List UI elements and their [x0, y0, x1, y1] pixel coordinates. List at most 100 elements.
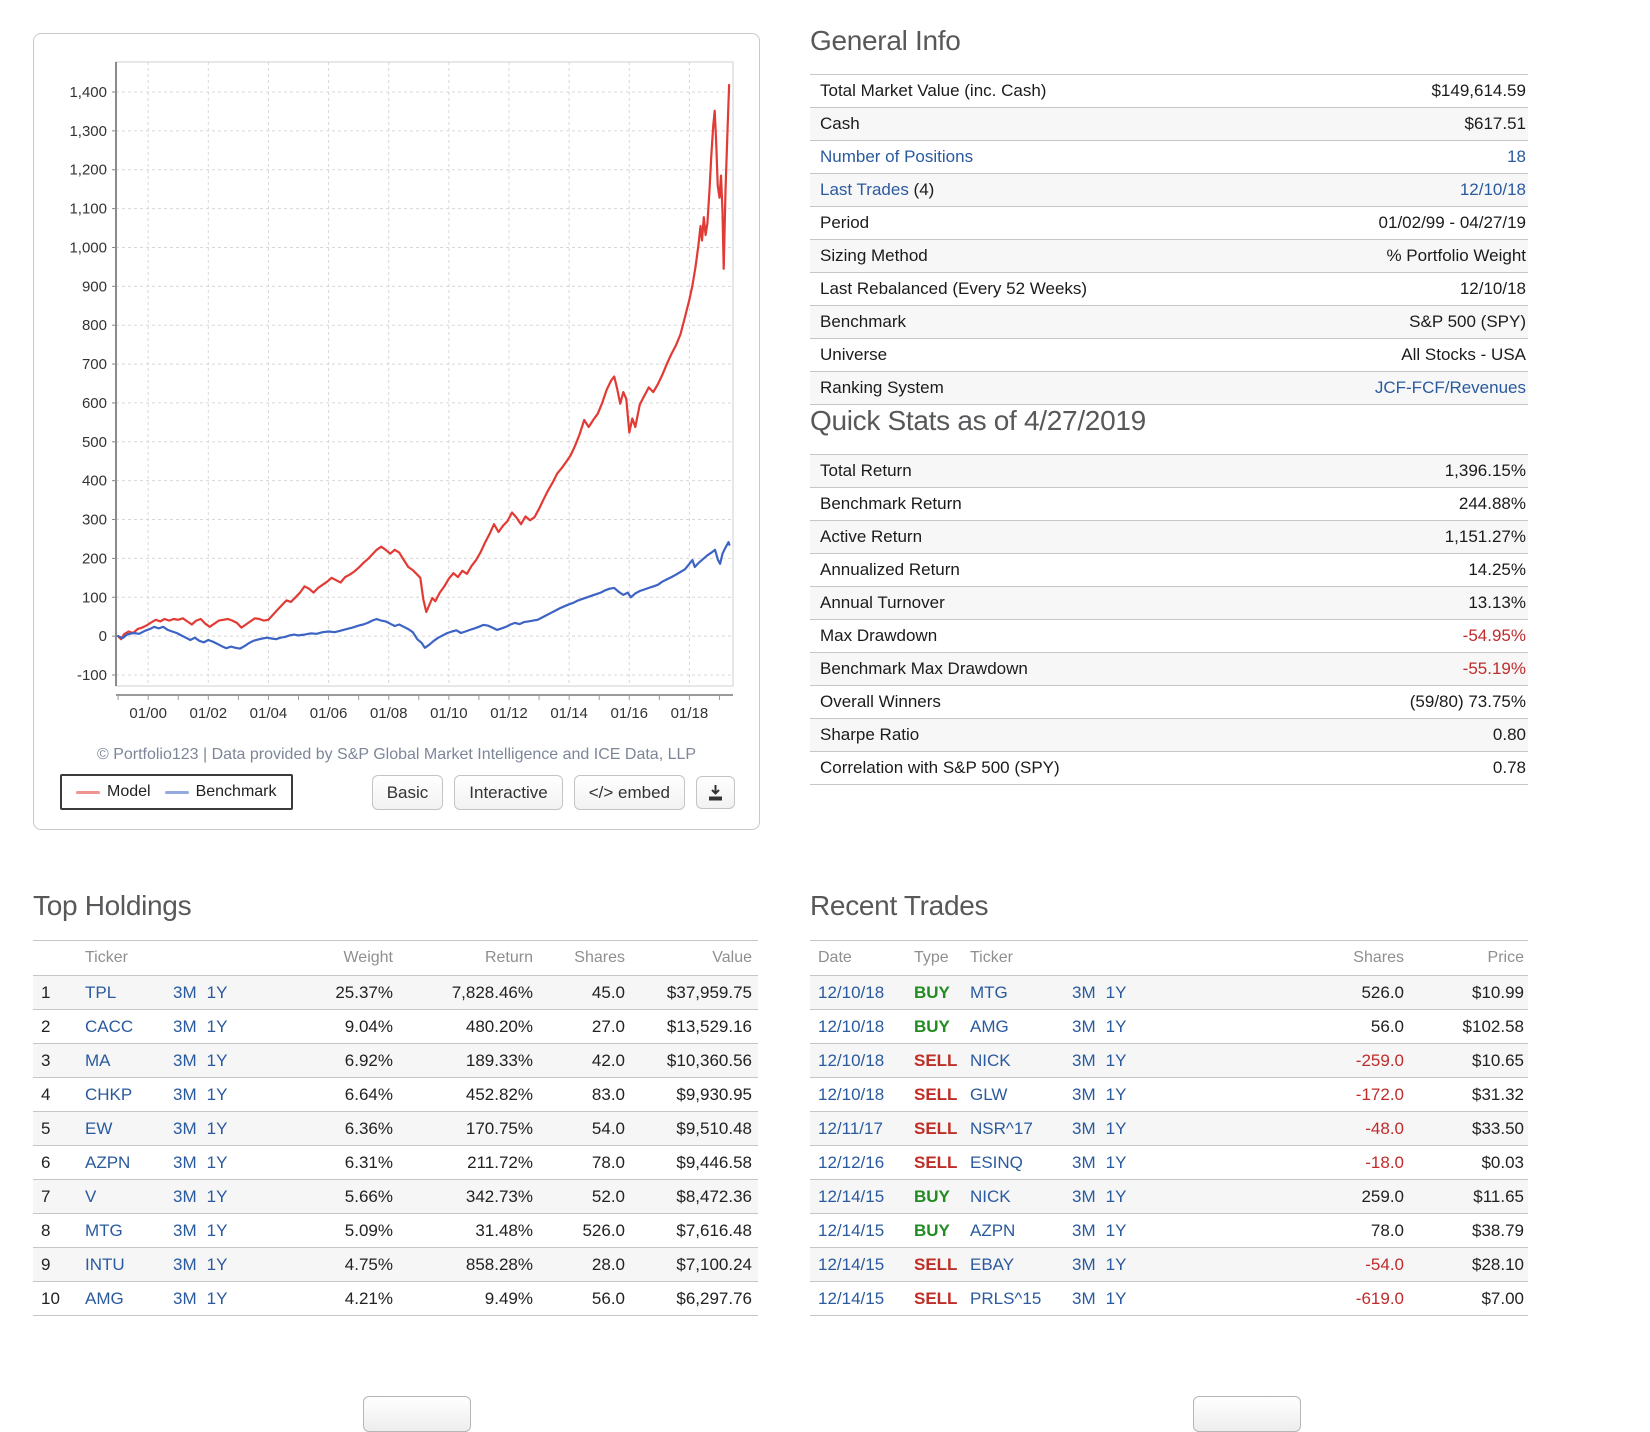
svg-text:01/14: 01/14 — [550, 705, 588, 722]
ticker-link[interactable]: AZPN — [85, 1153, 131, 1172]
ticker-link[interactable]: MA — [85, 1051, 111, 1070]
range-3m-link[interactable]: 3M — [173, 1187, 197, 1206]
trade-date-link[interactable]: 12/10/18 — [818, 1085, 885, 1104]
range-1y-link[interactable]: 1Y — [1105, 1153, 1127, 1172]
range-1y-link[interactable]: 1Y — [1105, 1187, 1127, 1206]
trade-ticker-cell: GLW — [970, 1078, 1072, 1111]
trade-date-link[interactable]: 12/12/16 — [818, 1153, 885, 1172]
holding-weight: 9.04% — [344, 1017, 393, 1036]
holdings-see-all-button[interactable] — [363, 1396, 471, 1432]
ticker-link[interactable]: PRLS^15 — [970, 1289, 1042, 1308]
range-links: 3M 1Y — [173, 1248, 301, 1281]
ticker-link[interactable]: NICK — [970, 1051, 1011, 1070]
range-3m-link[interactable]: 3M — [173, 1119, 197, 1138]
ticker-link[interactable]: EW — [85, 1119, 113, 1138]
range-3m-link[interactable]: 3M — [1072, 983, 1096, 1002]
info-label-link[interactable]: Number of Positions — [820, 147, 974, 166]
ticker-link[interactable]: V — [85, 1187, 97, 1206]
basic-button[interactable]: Basic — [371, 774, 444, 810]
trade-row: 12/10/18 BUY AMG 3M 1Y 56.0 $102.58 — [810, 1009, 1528, 1043]
trade-ticker-cell: AMG — [970, 1010, 1072, 1043]
trades-header-row: Date Type Ticker Shares Price — [810, 940, 1528, 975]
trade-date-link[interactable]: 12/14/15 — [818, 1255, 885, 1274]
ticker-link[interactable]: NICK — [970, 1187, 1011, 1206]
trade-row: 12/12/16 SELL ESINQ 3M 1Y -18.0 $0.03 — [810, 1145, 1528, 1179]
range-3m-link[interactable]: 3M — [173, 1017, 197, 1036]
trade-ticker-cell: NSR^17 — [970, 1112, 1072, 1145]
range-3m-link[interactable]: 3M — [173, 1051, 197, 1070]
range-1y-link[interactable]: 1Y — [1105, 1017, 1127, 1036]
range-3m-link[interactable]: 3M — [1072, 1289, 1096, 1308]
ticker-link[interactable]: NSR^17 — [970, 1119, 1033, 1138]
ticker-link[interactable]: GLW — [970, 1085, 1008, 1104]
info-label: Max Drawdown — [820, 626, 938, 645]
embed-button[interactable]: </> embed — [573, 774, 685, 810]
ticker-link[interactable]: AMG — [85, 1289, 124, 1308]
ticker-link[interactable]: AMG — [970, 1017, 1009, 1036]
ticker-link[interactable]: EBAY — [970, 1255, 1015, 1274]
range-3m-link[interactable]: 3M — [1072, 1187, 1096, 1206]
trade-date-link[interactable]: 12/14/15 — [818, 1187, 885, 1206]
range-3m-link[interactable]: 3M — [173, 1255, 197, 1274]
trades-see-all-button[interactable] — [1193, 1396, 1301, 1432]
range-3m-link[interactable]: 3M — [1072, 1017, 1096, 1036]
ticker-link[interactable]: MTG — [85, 1221, 123, 1240]
range-1y-link[interactable]: 1Y — [1105, 1221, 1127, 1240]
range-1y-link[interactable]: 1Y — [206, 1119, 228, 1138]
range-1y-link[interactable]: 1Y — [1105, 983, 1127, 1002]
range-1y-link[interactable]: 1Y — [206, 1289, 228, 1308]
svg-text:900: 900 — [82, 278, 107, 295]
info-value[interactable]: 18 — [1507, 147, 1526, 166]
range-3m-link[interactable]: 3M — [173, 1289, 197, 1308]
range-3m-link[interactable]: 3M — [173, 1221, 197, 1240]
info-label-link[interactable]: Last Trades — [820, 180, 909, 199]
svg-text:300: 300 — [82, 512, 107, 529]
ticker-link[interactable]: INTU — [85, 1255, 125, 1274]
holding-row: 10 AMG 3M 1Y 4.21% 9.49% 56.0 $6,297.76 — [33, 1281, 758, 1315]
trade-shares: -172.0 — [1355, 1085, 1404, 1104]
download-button[interactable] — [696, 775, 735, 809]
ticker-link[interactable]: ESINQ — [970, 1153, 1023, 1172]
range-1y-link[interactable]: 1Y — [206, 1051, 228, 1070]
holding-shares: 56.0 — [591, 1289, 625, 1308]
range-3m-link[interactable]: 3M — [173, 1153, 197, 1172]
ticker-link[interactable]: CHKP — [85, 1085, 133, 1104]
range-1y-link[interactable]: 1Y — [206, 1187, 228, 1206]
range-3m-link[interactable]: 3M — [173, 983, 197, 1002]
trade-date-link[interactable]: 12/10/18 — [818, 1051, 885, 1070]
range-1y-link[interactable]: 1Y — [1105, 1085, 1127, 1104]
range-1y-link[interactable]: 1Y — [206, 1221, 228, 1240]
range-3m-link[interactable]: 3M — [1072, 1255, 1096, 1274]
ticker-link[interactable]: CACC — [85, 1017, 134, 1036]
range-1y-link[interactable]: 1Y — [1105, 1119, 1127, 1138]
range-1y-link[interactable]: 1Y — [1105, 1051, 1127, 1070]
interactive-button[interactable]: Interactive — [454, 774, 563, 810]
range-3m-link[interactable]: 3M — [1072, 1119, 1096, 1138]
svg-text:-100: -100 — [77, 667, 107, 684]
trade-date-link[interactable]: 12/10/18 — [818, 983, 885, 1002]
trade-date-link[interactable]: 12/14/15 — [818, 1221, 885, 1240]
range-1y-link[interactable]: 1Y — [206, 1085, 228, 1104]
trade-date-link[interactable]: 12/10/18 — [818, 1017, 885, 1036]
range-3m-link[interactable]: 3M — [1072, 1221, 1096, 1240]
ticker-link[interactable]: MTG — [970, 983, 1008, 1002]
holding-value: $10,360.56 — [666, 1051, 752, 1070]
ticker-link[interactable]: AZPN — [970, 1221, 1016, 1240]
range-1y-link[interactable]: 1Y — [206, 1017, 228, 1036]
range-3m-link[interactable]: 3M — [1072, 1085, 1096, 1104]
range-3m-link[interactable]: 3M — [173, 1085, 197, 1104]
range-1y-link[interactable]: 1Y — [1105, 1255, 1127, 1274]
range-1y-link[interactable]: 1Y — [1105, 1289, 1127, 1308]
info-value[interactable]: JCF-FCF/Revenues — [1374, 378, 1526, 397]
info-value[interactable]: 12/10/18 — [1459, 180, 1526, 199]
range-1y-link[interactable]: 1Y — [206, 1153, 228, 1172]
svg-text:600: 600 — [82, 395, 107, 412]
range-3m-link[interactable]: 3M — [1072, 1153, 1096, 1172]
trade-date-link[interactable]: 12/11/17 — [818, 1119, 883, 1138]
range-3m-link[interactable]: 3M — [1072, 1051, 1096, 1070]
trade-date-link[interactable]: 12/14/15 — [818, 1289, 885, 1308]
range-links: 3M 1Y — [1072, 1248, 1190, 1281]
range-1y-link[interactable]: 1Y — [206, 1255, 228, 1274]
ticker-link[interactable]: TPL — [85, 983, 117, 1002]
range-1y-link[interactable]: 1Y — [206, 983, 228, 1002]
